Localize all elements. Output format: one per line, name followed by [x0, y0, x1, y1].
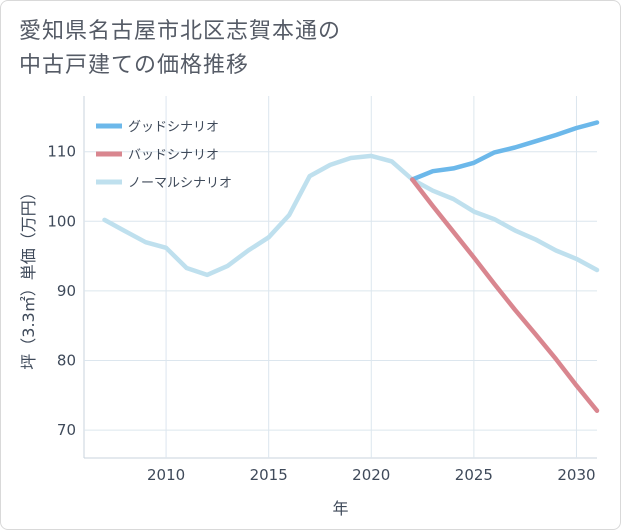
chart-title: 愛知県名古屋市北区志賀本通の 中古戸建ての価格推移: [19, 15, 579, 83]
series-line-2: [102, 153, 600, 278]
x-tick-label: 2030: [557, 466, 595, 484]
y-tick-label: 90: [57, 282, 76, 300]
tick-labels: 2010 2015 2020 2025 2030 70 80 90 100 110: [47, 143, 595, 484]
y-tick-label: 110: [47, 143, 76, 161]
x-axis-label: 年: [332, 499, 348, 518]
x-tick-label: 2015: [250, 466, 288, 484]
y-tick-label: 100: [47, 212, 76, 230]
x-tick-label: 2025: [455, 466, 493, 484]
series-line-1: [410, 177, 600, 413]
series-layer: [102, 120, 600, 413]
legend-label: バッドシナリオ: [128, 148, 219, 163]
y-tick-label: 80: [57, 352, 76, 370]
legend-label: ノーマルシナリオ: [128, 176, 232, 191]
y-tick-label: 70: [57, 421, 76, 439]
grid: [83, 96, 597, 459]
series-line-0: [410, 120, 600, 182]
y-axis-label: 坪（3.3㎡）単価（万円）: [19, 184, 38, 369]
chart-title-line1: 愛知県名古屋市北区志賀本通の: [19, 19, 342, 44]
x-tick-label: 2010: [147, 466, 185, 484]
chart-title-line2: 中古戸建ての価格推移: [19, 53, 250, 78]
legend-label: グッドシナリオ: [128, 120, 219, 135]
x-tick-label: 2020: [352, 466, 390, 484]
